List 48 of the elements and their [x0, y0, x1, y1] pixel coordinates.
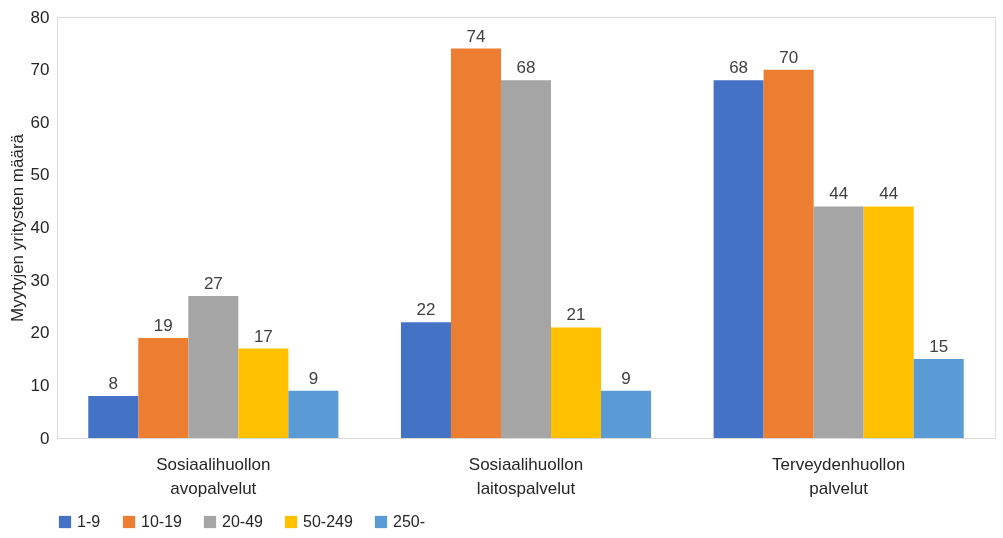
data-label: 74 — [466, 26, 486, 46]
y-tick-label: 70 — [30, 60, 50, 80]
data-label: 44 — [829, 184, 849, 204]
data-label: 15 — [929, 337, 949, 357]
y-tick-label: 30 — [30, 270, 50, 290]
bar — [813, 206, 864, 438]
bar — [450, 48, 501, 438]
y-tick-label: 10 — [30, 375, 50, 395]
legend-label: 50-249 — [303, 513, 353, 530]
x-tick-label: Terveydenhuollon palvelut — [772, 454, 906, 498]
y-tick-label: 0 — [40, 428, 50, 448]
bar — [913, 359, 964, 438]
y-tick-label: 80 — [30, 7, 50, 27]
data-label: 8 — [108, 373, 119, 393]
bar — [400, 322, 451, 438]
x-tick-label: Sosiaalihuollon avopalvelut — [156, 454, 271, 498]
bar — [713, 80, 764, 438]
data-label: 22 — [416, 300, 436, 320]
y-tick-label: 40 — [30, 218, 50, 237]
data-label: 44 — [879, 184, 899, 204]
y-tick-label: 60 — [30, 112, 50, 132]
bar — [288, 390, 339, 438]
legend-label: 10-19 — [141, 513, 183, 530]
y-tick-label: 50 — [30, 165, 50, 185]
legend-label: 1-9 — [77, 513, 101, 530]
legend-label: 250- — [393, 513, 426, 530]
bar — [238, 348, 289, 438]
bar — [551, 327, 602, 438]
y-tick-label: 20 — [30, 323, 50, 343]
bar — [88, 395, 139, 438]
data-label: 9 — [308, 368, 319, 388]
x-tick-label: Sosiaalihuollon laitospalvelut — [468, 454, 584, 498]
bar — [763, 69, 814, 438]
data-label: 70 — [779, 47, 799, 67]
y-axis-title: Myytyjen yritysten määrä — [7, 133, 27, 322]
bar — [138, 338, 189, 438]
data-label: 17 — [253, 326, 273, 346]
data-label: 68 — [729, 58, 749, 78]
bar — [601, 390, 652, 438]
bar — [188, 295, 239, 438]
data-label: 68 — [516, 58, 536, 78]
legend-label: 20-49 — [222, 513, 264, 530]
bar — [500, 80, 552, 438]
data-label: 9 — [621, 368, 631, 388]
bar — [863, 206, 914, 438]
data-label: 27 — [203, 273, 223, 293]
data-label: 19 — [153, 316, 173, 336]
data-label: 21 — [566, 305, 586, 325]
